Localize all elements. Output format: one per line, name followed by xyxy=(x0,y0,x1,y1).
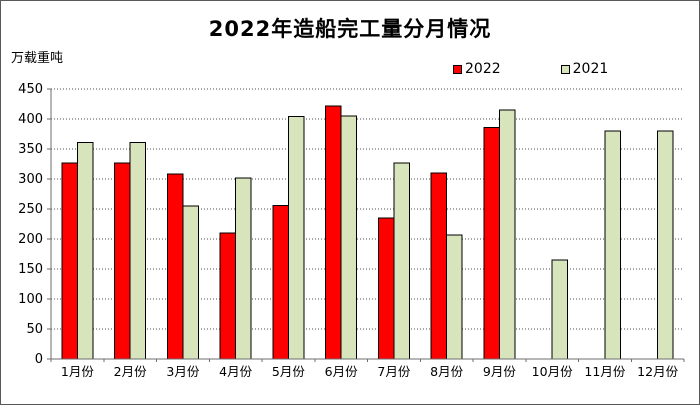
y-axis-unit-label: 万载重吨 xyxy=(11,51,64,66)
y-axis-tick-label: 200 xyxy=(18,232,43,247)
legend-item-2021: 2021 xyxy=(560,61,609,77)
x-axis-label: 12月份 xyxy=(637,364,678,379)
legend-swatch-2022-icon xyxy=(453,64,462,74)
bar-2021-1月份 xyxy=(76,141,94,360)
legend-item-2022: 2022 xyxy=(453,61,501,77)
x-axis-label: 2月份 xyxy=(114,364,147,379)
bar-2021-3月份 xyxy=(182,205,199,360)
chart-title: 2022年造船完工量分月情况 xyxy=(208,17,492,41)
bar-2022-7月份 xyxy=(377,217,395,360)
x-axis-label: 11月份 xyxy=(584,364,625,379)
bar-2021-5月份 xyxy=(287,116,305,360)
legend-swatch-2021-icon xyxy=(560,64,570,74)
bar-2021-7月份 xyxy=(393,162,410,360)
legend-label-2021: 2021 xyxy=(572,61,609,77)
bar-2021-9月份 xyxy=(498,109,516,360)
bar-2021-8月份 xyxy=(446,234,463,360)
legend-label-2022: 2022 xyxy=(465,61,501,77)
bar-2021-11月份 xyxy=(604,130,621,360)
bar-2021-2月份 xyxy=(129,141,147,360)
bar-2021-10月份 xyxy=(551,259,569,360)
y-axis-tick-label: 350 xyxy=(18,142,43,157)
x-axis-label: 5月份 xyxy=(272,364,305,379)
x-axis-label: 7月份 xyxy=(377,364,410,379)
x-axis-label: 9月份 xyxy=(483,364,516,379)
bar-2022-9月份 xyxy=(483,126,500,360)
y-axis-tick-label: 50 xyxy=(26,322,43,337)
bar-2022-5月份 xyxy=(272,204,289,360)
y-axis-tick-label: 100 xyxy=(18,292,43,307)
y-axis-tick-label: 450 xyxy=(18,82,43,97)
x-axis-label: 10月份 xyxy=(532,364,573,379)
y-axis-tick-label: 0 xyxy=(35,352,43,367)
bar-2022-8月份 xyxy=(430,172,448,360)
bar-2021-6月份 xyxy=(340,115,358,360)
bar-2021-4月份 xyxy=(235,177,252,360)
bar-2022-1月份 xyxy=(61,162,78,360)
x-axis-label: 4月份 xyxy=(219,364,252,379)
bar-2021-12月份 xyxy=(657,130,674,360)
x-axis-label: 8月份 xyxy=(430,364,463,379)
y-axis-tick-label: 400 xyxy=(18,112,43,127)
bar-2022-2月份 xyxy=(114,162,131,360)
x-axis-label: 3月份 xyxy=(166,364,199,379)
x-axis-label: 1月份 xyxy=(61,364,94,379)
bar-2022-3月份 xyxy=(166,173,184,360)
y-axis-tick-label: 300 xyxy=(18,172,43,187)
y-axis-tick-label: 250 xyxy=(18,202,43,217)
bar-2022-4月份 xyxy=(219,232,237,360)
y-axis-tick-label: 150 xyxy=(18,262,43,277)
x-axis-label: 6月份 xyxy=(325,364,358,379)
legend: 2022 2021 xyxy=(453,61,608,77)
bar-2022-6月份 xyxy=(325,105,342,360)
